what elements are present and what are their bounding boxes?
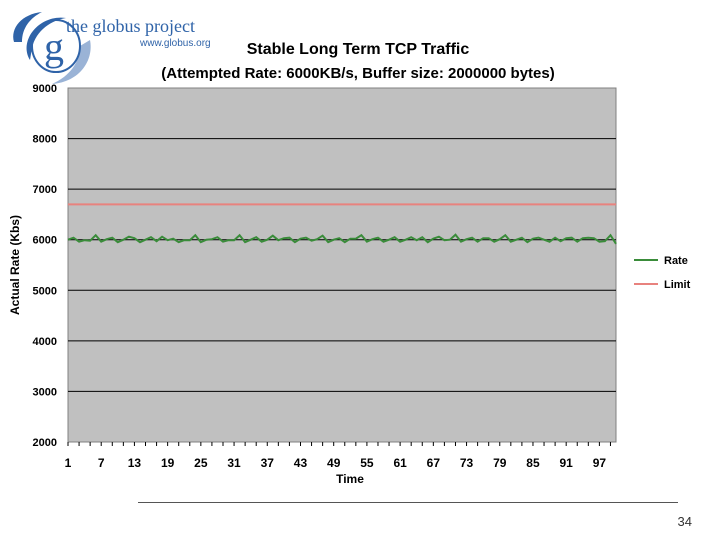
x-tick-label: 79: [493, 456, 507, 470]
x-tick-label: 13: [128, 456, 142, 470]
legend-limit-label: Limit: [664, 279, 691, 291]
x-tick-label: 19: [161, 456, 175, 470]
x-tick-label: 85: [526, 456, 540, 470]
globus-logo: g the globus project www.globus.org: [13, 12, 211, 84]
logo-title: the globus project: [66, 16, 195, 36]
series-lines: [67, 203, 617, 245]
x-tick-label: 49: [327, 456, 341, 470]
plot-area: [67, 87, 617, 443]
legend: Rate Limit: [634, 255, 691, 291]
x-tick-label: 67: [427, 456, 441, 470]
x-tick-label: 97: [593, 456, 607, 470]
x-tick-label: 43: [294, 456, 308, 470]
y-tick-label: 9000: [33, 83, 57, 95]
x-axis-label: Time: [336, 472, 364, 486]
x-tick-label: 55: [360, 456, 374, 470]
x-tick-label: 91: [560, 456, 574, 470]
x-tick-label: 73: [460, 456, 474, 470]
legend-rate-label: Rate: [664, 255, 688, 267]
chart-title: Stable Long Term TCP Traffic: [247, 41, 470, 58]
y-tick-label: 6000: [33, 235, 57, 247]
x-tick-label: 61: [393, 456, 407, 470]
x-tick-label: 37: [261, 456, 275, 470]
x-tick-label: 31: [227, 456, 241, 470]
y-tick-label: 4000: [33, 336, 57, 348]
y-tick-label: 2000: [33, 437, 57, 449]
y-axis-label: Actual Rate (Kbs): [8, 215, 22, 315]
logo-url: www.globus.org: [139, 38, 211, 49]
x-tick-label: 1: [65, 456, 72, 470]
logo-mark: [13, 12, 91, 84]
y-tick-label: 3000: [33, 386, 57, 398]
y-tick-label: 7000: [33, 184, 57, 196]
chart-subtitle: (Attempted Rate: 6000KB/s, Buffer size: …: [161, 65, 554, 82]
x-axis-ticks: 1 7 13 19 25 31 37 43 49 55 61 67 73 79 85 91 97: [65, 442, 611, 470]
x-tick-label: 7: [98, 456, 105, 470]
y-axis-ticks: 2000 3000 4000 5000 6000 7000 8000 9000: [33, 83, 57, 449]
y-tick-label: 8000: [33, 134, 57, 146]
footer-rule: [138, 502, 678, 503]
logo-letter: g: [44, 24, 64, 69]
y-tick-label: 5000: [33, 285, 57, 297]
rate-line: [67, 233, 617, 245]
x-tick-label: 25: [194, 456, 208, 470]
page-number: 34: [677, 514, 692, 529]
